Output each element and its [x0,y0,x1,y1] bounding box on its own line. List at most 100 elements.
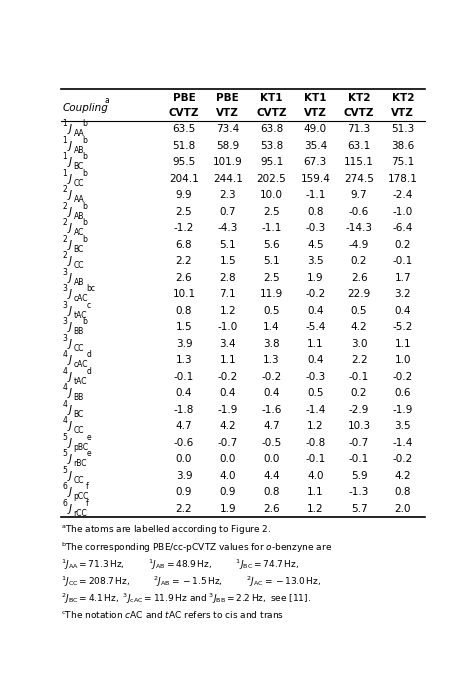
Text: -0.6: -0.6 [174,437,194,448]
Text: -0.1: -0.1 [393,256,413,266]
Text: J: J [69,174,72,183]
Text: 2: 2 [63,202,67,211]
Text: CVTZ: CVTZ [256,108,287,118]
Text: -0.1: -0.1 [305,454,326,464]
Text: 35.4: 35.4 [304,141,327,150]
Text: J: J [69,240,72,249]
Text: -0.3: -0.3 [305,371,326,381]
Text: 38.6: 38.6 [391,141,414,150]
Text: KT1: KT1 [260,93,283,103]
Text: -6.4: -6.4 [392,223,413,233]
Text: tAC: tAC [73,377,87,386]
Text: CC: CC [73,426,84,435]
Text: 204.1: 204.1 [169,174,199,183]
Text: $^{\mathrm{a}}$The atoms are labelled according to Figure 2.: $^{\mathrm{a}}$The atoms are labelled ac… [61,523,272,536]
Text: -1.2: -1.2 [174,223,194,233]
Text: 3: 3 [63,284,67,293]
Text: -0.5: -0.5 [262,437,282,448]
Text: 6: 6 [63,483,67,491]
Text: -0.8: -0.8 [305,437,326,448]
Text: J: J [69,223,72,233]
Text: 2: 2 [63,218,67,227]
Text: b: b [82,235,87,244]
Text: 1.0: 1.0 [395,355,411,365]
Text: -0.2: -0.2 [262,371,282,381]
Text: 1.4: 1.4 [263,322,280,332]
Text: 1.3: 1.3 [176,355,192,365]
Text: 5.9: 5.9 [351,470,367,481]
Text: 6: 6 [63,499,67,508]
Text: 9.7: 9.7 [351,190,367,200]
Text: PBE: PBE [217,93,239,103]
Text: -1.8: -1.8 [174,404,194,415]
Text: 0.8: 0.8 [307,207,324,216]
Text: 244.1: 244.1 [213,174,243,183]
Text: b: b [82,218,87,227]
Text: $^{1}J_{\mathrm{AA}}=71.3\,\mathrm{Hz},$        $^{1}J_{\mathrm{AB}}=48.9\,\math: $^{1}J_{\mathrm{AA}}=71.3\,\mathrm{Hz},$… [61,557,299,572]
Text: 7.1: 7.1 [219,289,236,299]
Text: $^{1}J_{\mathrm{CC}}=208.7\,\mathrm{Hz},$        $^{2}J_{\mathrm{AB}}=-1.5\,\mat: $^{1}J_{\mathrm{CC}}=208.7\,\mathrm{Hz},… [61,574,321,589]
Text: 10.0: 10.0 [260,190,283,200]
Text: -1.9: -1.9 [218,404,238,415]
Text: CC: CC [73,262,84,270]
Text: 6.8: 6.8 [176,240,192,249]
Text: 5.6: 5.6 [263,240,280,249]
Text: PBE: PBE [173,93,195,103]
Text: 75.1: 75.1 [391,157,414,167]
Text: 1.9: 1.9 [219,503,236,514]
Text: 9.9: 9.9 [176,190,192,200]
Text: -0.1: -0.1 [349,371,369,381]
Text: 0.8: 0.8 [395,487,411,497]
Text: 4.4: 4.4 [263,470,280,481]
Text: KT2: KT2 [348,93,370,103]
Text: 0.6: 0.6 [395,388,411,398]
Text: VTZ: VTZ [392,108,414,118]
Text: 1: 1 [63,168,67,178]
Text: 2: 2 [63,235,67,244]
Text: Coupling: Coupling [63,103,109,113]
Text: -1.1: -1.1 [261,223,282,233]
Text: J: J [69,124,72,134]
Text: a: a [105,96,109,104]
Text: 49.0: 49.0 [304,124,327,134]
Text: 3.0: 3.0 [351,338,367,348]
Text: BC: BC [73,410,84,419]
Text: -5.2: -5.2 [392,322,413,332]
Text: 0.2: 0.2 [395,240,411,249]
Text: b: b [82,168,87,178]
Text: BB: BB [73,393,84,402]
Text: 3.8: 3.8 [263,338,280,348]
Text: 5.7: 5.7 [351,503,367,514]
Text: c: c [86,301,91,310]
Text: 22.9: 22.9 [347,289,371,299]
Text: 63.8: 63.8 [260,124,283,134]
Text: 4.7: 4.7 [263,421,280,431]
Text: -0.1: -0.1 [349,454,369,464]
Text: -5.4: -5.4 [305,322,326,332]
Text: 1.1: 1.1 [219,355,236,365]
Text: J: J [69,404,72,415]
Text: f: f [86,483,89,491]
Text: 11.9: 11.9 [260,289,283,299]
Text: J: J [69,305,72,315]
Text: 3.9: 3.9 [176,470,192,481]
Text: -0.2: -0.2 [218,371,238,381]
Text: -4.3: -4.3 [218,223,238,233]
Text: 0.7: 0.7 [219,207,236,216]
Text: 1.3: 1.3 [263,355,280,365]
Text: CC: CC [73,476,84,485]
Text: 3: 3 [63,334,67,343]
Text: 3.5: 3.5 [394,421,411,431]
Text: b: b [82,152,87,161]
Text: 2.5: 2.5 [263,272,280,282]
Text: 2.6: 2.6 [351,272,367,282]
Text: 4.5: 4.5 [307,240,324,249]
Text: J: J [69,355,72,365]
Text: 1: 1 [63,119,67,128]
Text: AB: AB [73,278,84,286]
Text: 3: 3 [63,268,67,277]
Text: -1.6: -1.6 [261,404,282,415]
Text: -1.4: -1.4 [392,437,413,448]
Text: 1.5: 1.5 [219,256,236,266]
Text: 2.2: 2.2 [176,503,192,514]
